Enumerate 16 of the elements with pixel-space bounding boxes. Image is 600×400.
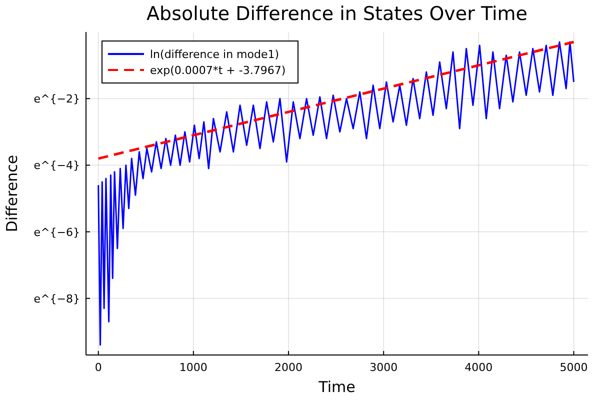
y-tick-label: e^{−4} (34, 159, 80, 172)
y-tick-label: e^{−8} (34, 292, 80, 306)
y-tick-label: e^{−2} (34, 92, 80, 106)
x-tick-label: 3000 (370, 361, 398, 374)
legend-label: ln(difference in mode1) (150, 48, 280, 61)
x-tick-label: 0 (94, 361, 102, 374)
y-tick-label: e^{−6} (34, 226, 80, 239)
line-series (98, 41, 574, 346)
x-axis-title: Time (318, 378, 356, 396)
y-axis-title: Difference (3, 154, 21, 232)
x-tick-label: 2000 (274, 361, 303, 374)
legend-label: exp(0.0007*t + -3.7967) (150, 64, 286, 77)
x-tick-label: 5000 (560, 361, 588, 374)
chart-title: Absolute Difference in States Over Time (146, 3, 528, 25)
x-tick-label: 1000 (179, 361, 208, 374)
x-tick-label: 4000 (464, 361, 493, 374)
